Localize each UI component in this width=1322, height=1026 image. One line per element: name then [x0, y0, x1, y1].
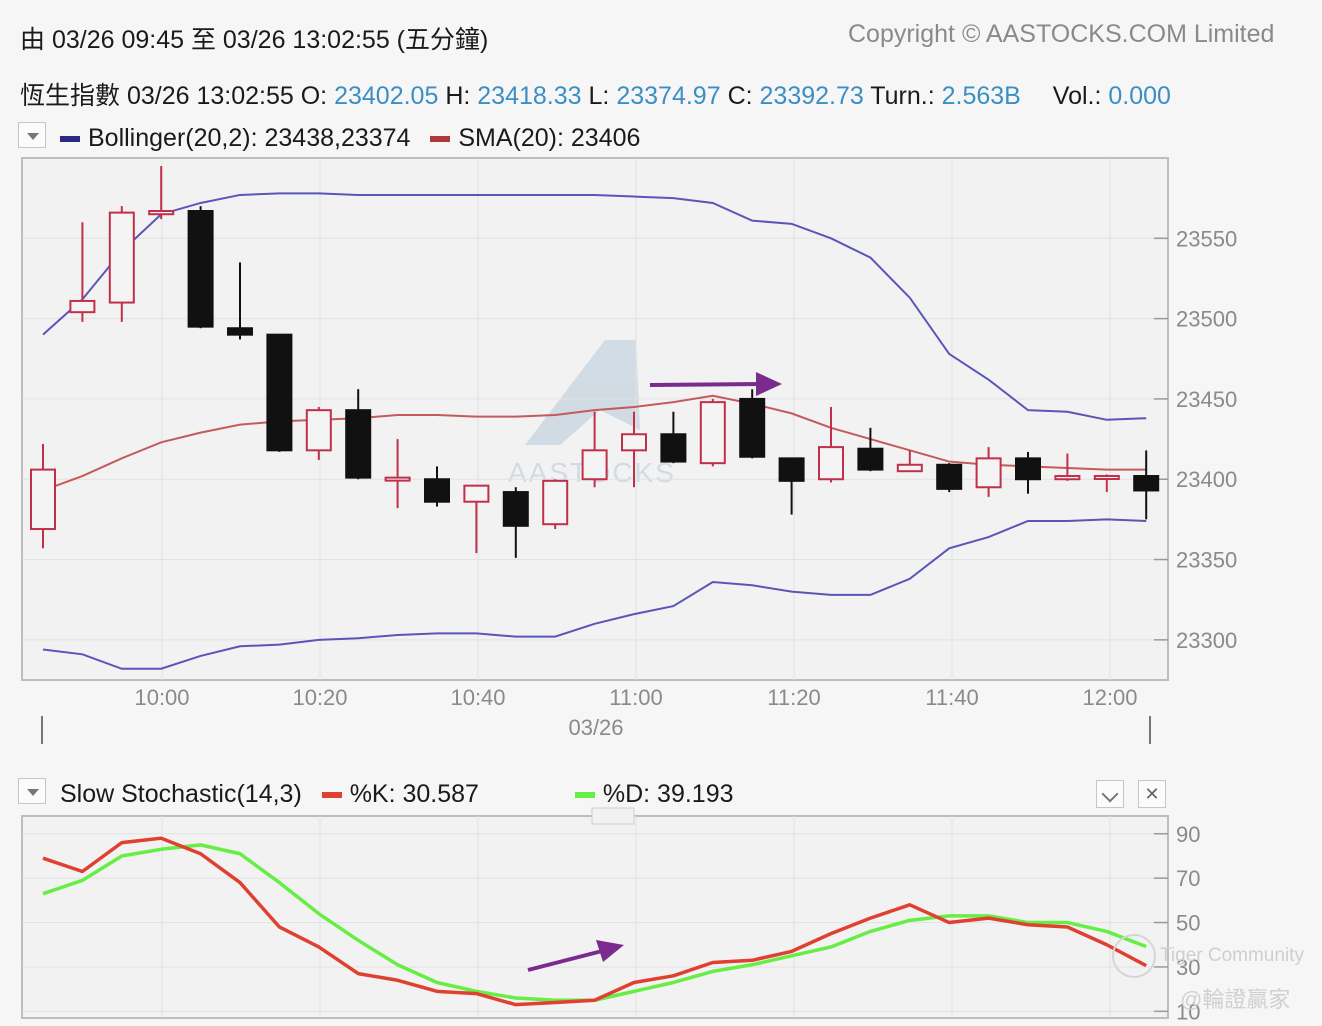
d-swatch: [574, 792, 595, 799]
high-value: 23418.33: [477, 82, 582, 110]
price-y-tick-label: 23300: [1176, 628, 1237, 653]
candle-body: [424, 478, 450, 503]
stoch-collapse-button[interactable]: [1096, 780, 1124, 808]
sma-line: [42, 394, 1147, 492]
candle-body: [660, 433, 687, 463]
candle-body: [30, 468, 56, 531]
candle-body: [502, 491, 529, 527]
price-x-tick-label: 10:00: [134, 685, 189, 710]
close-icon: ✕: [1144, 784, 1160, 804]
turnover-value: 2.563B: [941, 82, 1021, 110]
price-y-tick-label: 23500: [1176, 307, 1237, 332]
chevron-down-icon: [1101, 785, 1119, 803]
candle-body: [739, 397, 766, 458]
stoch-d-line: [42, 843, 1147, 1002]
price-x-date-label: 03/26: [568, 715, 623, 740]
candle-body: [936, 463, 963, 490]
candle-body: [1133, 475, 1160, 492]
tiger-watermark-text: Tiger Community: [1160, 945, 1304, 967]
high-label: H:: [445, 82, 471, 110]
price-x-tick-label: 10:20: [292, 685, 347, 710]
low-label: L:: [588, 82, 610, 110]
sma-swatch: [430, 136, 451, 143]
candle-body: [1054, 475, 1081, 481]
close-label: C:: [727, 82, 753, 110]
candle-body: [1015, 457, 1041, 481]
bollinger-lower-line: [42, 518, 1147, 670]
volume-label: Vol.:: [1052, 82, 1102, 110]
stoch-indicator-dropdown[interactable]: [18, 778, 46, 804]
price-y-tick-label: 23350: [1176, 548, 1237, 573]
close-value: 23392.73: [759, 82, 864, 110]
tiger-logo-icon: [1112, 934, 1156, 978]
candle-body: [187, 210, 214, 328]
price-x-tick-label: 11:20: [767, 685, 820, 710]
k-legend: %K: 30.587: [349, 780, 479, 808]
candle-body: [384, 476, 411, 482]
open-label: O:: [300, 82, 328, 110]
warrant-watermark: @輪證贏家: [1180, 987, 1291, 1012]
bollinger-upper-line: [42, 192, 1147, 421]
stoch-annotation-arrow-head: [596, 940, 624, 962]
candle-body: [975, 457, 1002, 489]
stoch-legend: Slow Stochastic(14,3) %K: 30.587 %D: 39.…: [60, 780, 734, 809]
stoch-y-tick-label: 50: [1176, 911, 1200, 936]
d-legend: %D: 39.193: [602, 780, 734, 808]
candle-body: [69, 299, 96, 314]
price-legend: Bollinger(20,2): 23438,23374 SMA(20): 23…: [60, 124, 640, 153]
candle-body: [345, 409, 372, 479]
price-x-tick-label: 10:40: [450, 685, 505, 710]
time-range-label: 由 03/26 09:45 至 03/26 13:02:55 (五分鐘): [20, 26, 489, 54]
stoch-resize-handle: [591, 807, 635, 825]
price-y-tick-label: 23400: [1176, 467, 1237, 492]
annotation-arrow-line: [649, 382, 763, 387]
candle-body: [818, 446, 844, 481]
candle-body: [581, 449, 608, 481]
candle-body: [857, 447, 884, 471]
price-y-tick-label: 23550: [1176, 226, 1237, 251]
candle-body: [896, 463, 923, 473]
stoch-k-line: [42, 836, 1148, 1007]
candle-body: [778, 457, 805, 482]
candle-body: [1093, 475, 1120, 481]
bollinger-legend: Bollinger(20,2): 23438,23374: [88, 124, 411, 152]
stoch-close-button[interactable]: ✕: [1138, 780, 1166, 808]
k-swatch: [321, 792, 342, 799]
price-x-tick-label: 11:40: [925, 685, 978, 710]
candle-body: [463, 484, 490, 503]
quote-row: 恆生指數 03/26 13:02:55 O: 23402.05 H: 23418…: [20, 76, 1171, 112]
stoch-title: Slow Stochastic(14,3): [60, 780, 302, 808]
copyright-text: Copyright © AASTOCKS.COM Limited: [848, 20, 1275, 48]
candle-body: [305, 409, 332, 452]
stoch-y-tick-label: 90: [1176, 822, 1200, 847]
annotation-arrow-head: [756, 372, 782, 396]
candle-body: [108, 211, 135, 304]
volume-value: 0.000: [1108, 82, 1171, 110]
turnover-label: Turn.:: [870, 82, 935, 110]
price-x-tick-label: 11:00: [609, 685, 662, 710]
candle-body: [699, 401, 726, 465]
stoch-plot-area: [21, 815, 1169, 1019]
candle-body: [266, 333, 293, 452]
price-indicator-dropdown[interactable]: [18, 122, 46, 148]
low-value: 23374.97: [616, 82, 721, 110]
candle-body: [227, 327, 253, 336]
candle-body: [621, 433, 647, 452]
bollinger-swatch: [60, 136, 80, 143]
tiger-community-watermark: Tiger Community: [1112, 934, 1304, 978]
candle-body: [148, 210, 175, 216]
index-name-time: 恆生指數 03/26 13:02:55: [20, 82, 294, 110]
stoch-annotation-arrow-line: [527, 948, 607, 972]
stoch-y-tick-label: 70: [1176, 866, 1200, 891]
price-y-tick-label: 23450: [1176, 387, 1237, 412]
price-chart: AASTOCKS10:0010:2010:4011:0011:2011:4012…: [21, 157, 1237, 744]
candle-body: [542, 479, 569, 526]
sma-legend: SMA(20): 23406: [458, 124, 641, 152]
price-x-tick-label: 12:00: [1082, 685, 1137, 710]
aastocks-logo-icon: [525, 340, 640, 445]
open-value: 23402.05: [334, 82, 439, 110]
